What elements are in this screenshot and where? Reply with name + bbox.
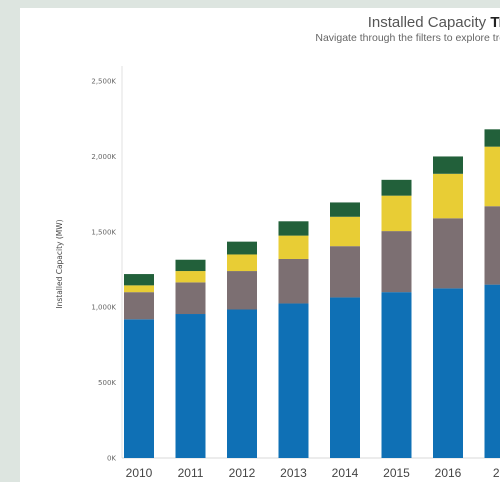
y-tick-label: 500K xyxy=(98,379,116,387)
bar-segment[interactable] xyxy=(278,221,309,236)
chart-card: Installed Capacity Tren Navigate through… xyxy=(20,8,500,482)
bar-segment[interactable] xyxy=(124,292,154,320)
y-axis-label: Installed Capacity (MW) xyxy=(55,219,64,308)
bar-segment[interactable] xyxy=(381,195,412,232)
y-tick-label: 1,000K xyxy=(91,304,116,312)
bar-segment[interactable] xyxy=(124,285,154,293)
y-tick-label: 1,500K xyxy=(91,228,116,236)
x-tick-label: 2013 xyxy=(280,466,307,480)
bar-segment[interactable] xyxy=(484,284,500,458)
bar-segment[interactable] xyxy=(330,216,360,247)
bar-segment[interactable] xyxy=(227,309,257,458)
bar-segment[interactable] xyxy=(330,246,360,298)
x-tick-label: 2015 xyxy=(383,466,410,480)
bar-segment[interactable] xyxy=(278,303,309,458)
stacked-bar-chart: 0K 500K 1,000K 1,500K 2,000K 2,500K Installed … xyxy=(55,66,500,480)
x-tick-label: 20 xyxy=(493,466,500,480)
bar-segment[interactable] xyxy=(124,274,154,286)
bar-segment[interactable] xyxy=(175,314,206,458)
bar-segment[interactable] xyxy=(227,271,257,310)
bar-segment[interactable] xyxy=(484,206,500,285)
x-tick-label: 2010 xyxy=(126,466,153,480)
bar-segment[interactable] xyxy=(484,146,500,207)
bar-segment[interactable] xyxy=(278,235,309,259)
bar-segment[interactable] xyxy=(330,202,360,217)
bar-segment[interactable] xyxy=(175,259,206,272)
bar-segment[interactable] xyxy=(433,173,463,219)
y-tick-label: 2,000K xyxy=(91,153,116,161)
y-tick-label: 0K xyxy=(107,455,116,463)
chart-header: Installed Capacity Tren Navigate through… xyxy=(315,14,500,44)
x-tick-label: 2012 xyxy=(229,466,256,480)
bar-segment[interactable] xyxy=(227,254,257,272)
chart-title-bold: Tren xyxy=(490,14,500,31)
bar-segment[interactable] xyxy=(381,179,412,196)
bar-segment[interactable] xyxy=(175,271,206,283)
x-tick-label: 2011 xyxy=(178,466,204,480)
bar-segment[interactable] xyxy=(381,292,412,458)
bar-segment[interactable] xyxy=(433,156,463,174)
bar-segment[interactable] xyxy=(330,297,360,458)
x-tick-label: 2014 xyxy=(332,466,359,480)
x-tick-label: 2016 xyxy=(435,466,462,480)
y-tick-label: 2,500K xyxy=(91,78,116,86)
bar-segment[interactable] xyxy=(484,129,500,147)
chart-subtitle: Navigate through the filters to explore … xyxy=(315,32,500,44)
bar-segment[interactable] xyxy=(124,319,154,458)
bar-segment[interactable] xyxy=(433,218,463,289)
bar-segment[interactable] xyxy=(278,258,309,304)
bar-segment[interactable] xyxy=(175,282,206,315)
bar-segment[interactable] xyxy=(227,241,257,255)
bar-segment[interactable] xyxy=(433,288,463,458)
chart-title: Installed Capacity Tren xyxy=(315,14,500,31)
bar-segment[interactable] xyxy=(381,231,412,293)
